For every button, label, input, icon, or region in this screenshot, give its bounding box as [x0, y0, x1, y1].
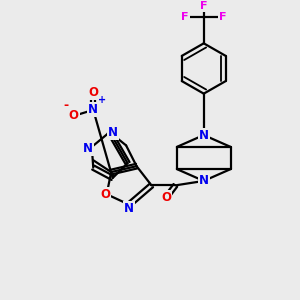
Text: N: N: [88, 103, 98, 116]
Text: -: -: [64, 99, 69, 112]
Text: N: N: [199, 129, 209, 142]
Text: O: O: [161, 191, 171, 204]
Text: O: O: [100, 188, 110, 201]
Text: N: N: [83, 142, 93, 155]
Text: N: N: [108, 126, 118, 139]
Text: N: N: [199, 174, 209, 188]
Text: O: O: [88, 86, 98, 99]
Text: F: F: [200, 1, 208, 11]
Text: O: O: [69, 109, 79, 122]
Text: +: +: [98, 94, 106, 105]
Text: F: F: [182, 12, 189, 22]
Text: F: F: [218, 12, 226, 22]
Text: N: N: [124, 202, 134, 215]
